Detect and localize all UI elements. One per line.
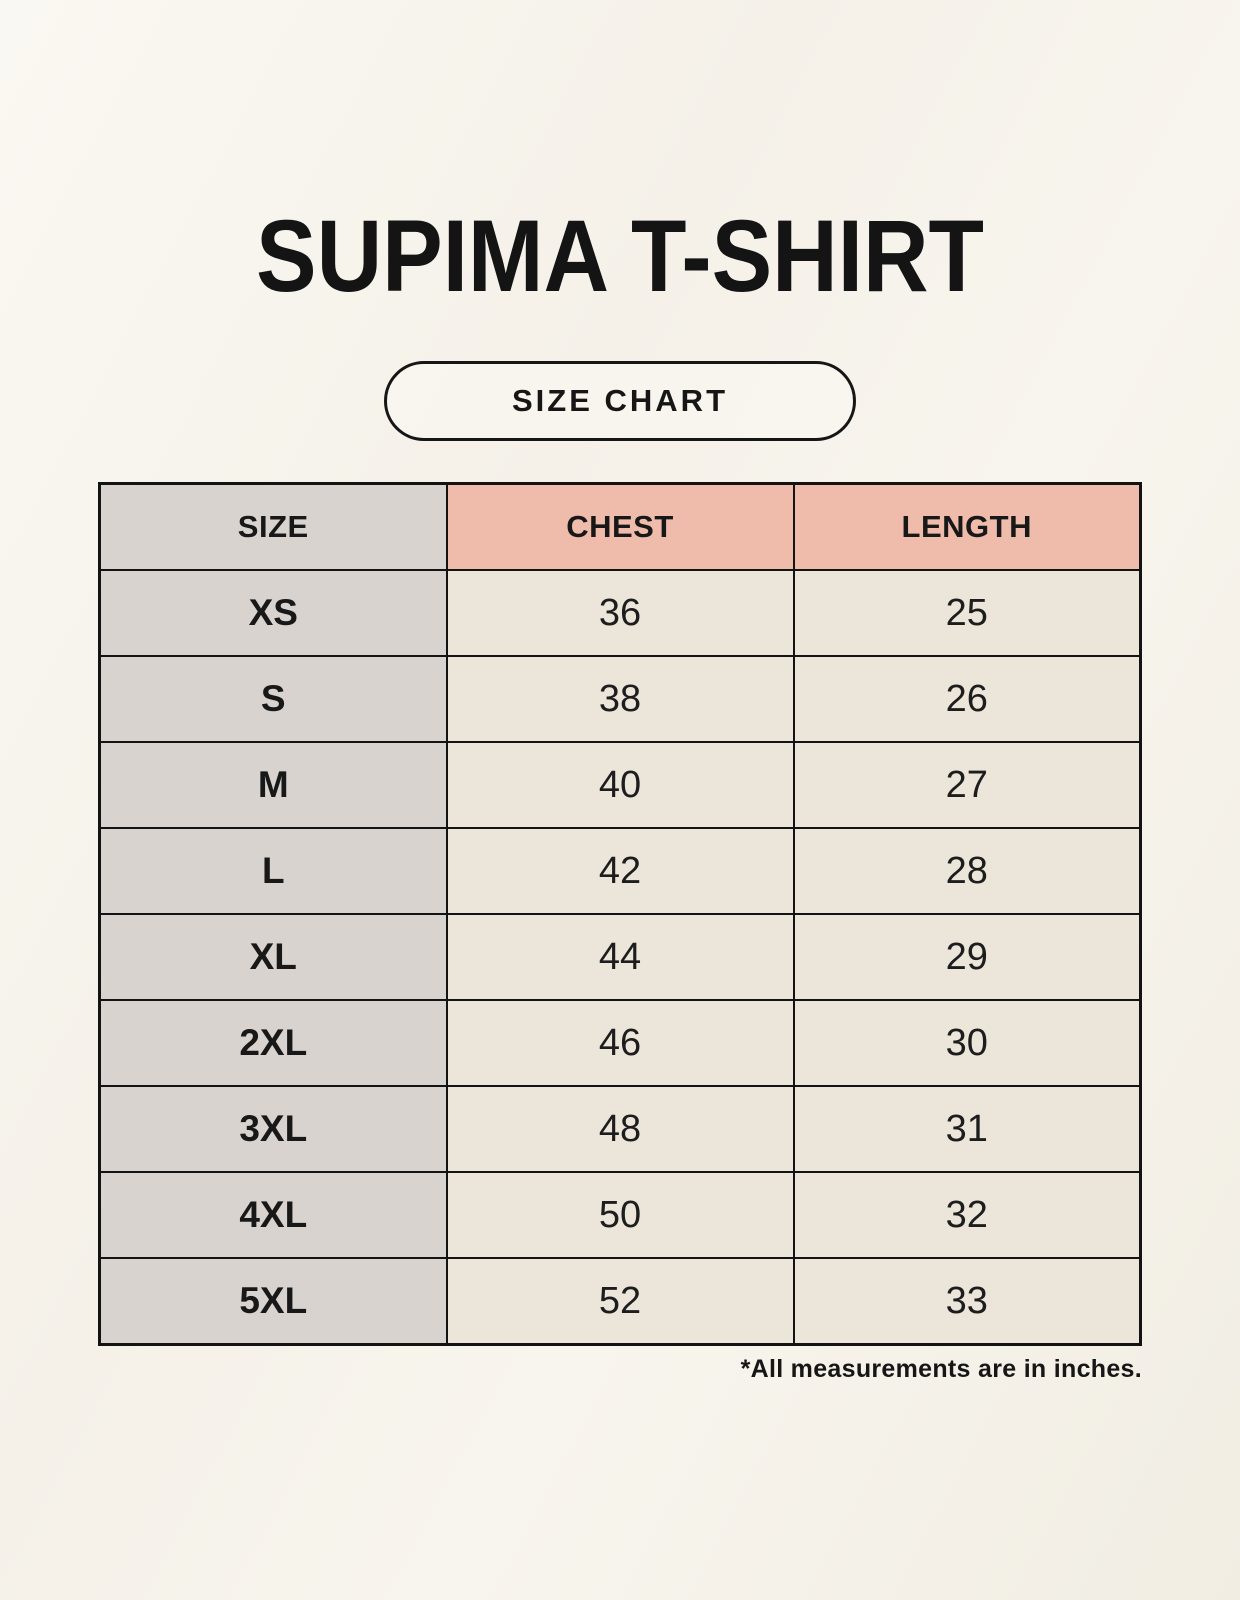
- size-cell: 5XL: [98, 1257, 448, 1346]
- size-cell: 2XL: [98, 999, 448, 1087]
- length-cell: 25: [792, 569, 1142, 657]
- table-row: S 38 26: [98, 655, 1142, 743]
- length-cell: 28: [792, 827, 1142, 915]
- size-table: SIZE CHEST LENGTH XS 36 25 S 38 26 M 40 …: [98, 482, 1142, 1346]
- size-cell: M: [98, 741, 448, 829]
- size-cell: XL: [98, 913, 448, 1001]
- measurements-footnote: *All measurements are in inches.: [740, 1355, 1142, 1383]
- table-row: 5XL 52 33: [98, 1257, 1142, 1346]
- length-cell: 27: [792, 741, 1142, 829]
- size-chart-button-label: SIZE CHART: [512, 383, 728, 418]
- table-row: 3XL 48 31: [98, 1085, 1142, 1173]
- size-cell: XS: [98, 569, 448, 657]
- chest-cell: 42: [445, 827, 795, 915]
- size-cell: 3XL: [98, 1085, 448, 1173]
- table-row: 2XL 46 30: [98, 999, 1142, 1087]
- length-cell: 33: [792, 1257, 1142, 1346]
- size-cell: L: [98, 827, 448, 915]
- length-cell: 32: [792, 1171, 1142, 1259]
- header-row: SIZE CHEST LENGTH: [98, 482, 1142, 571]
- column-header-size: SIZE: [98, 482, 448, 571]
- chest-cell: 44: [445, 913, 795, 1001]
- chest-cell: 36: [445, 569, 795, 657]
- table-row: L 42 28: [98, 827, 1142, 915]
- table-row: 4XL 50 32: [98, 1171, 1142, 1259]
- table-row: XL 44 29: [98, 913, 1142, 1001]
- length-cell: 30: [792, 999, 1142, 1087]
- length-cell: 26: [792, 655, 1142, 743]
- size-chart-button[interactable]: SIZE CHART: [384, 361, 856, 441]
- chest-cell: 52: [445, 1257, 795, 1346]
- column-header-chest: CHEST: [445, 482, 795, 571]
- length-cell: 29: [792, 913, 1142, 1001]
- chest-cell: 48: [445, 1085, 795, 1173]
- chest-cell: 38: [445, 655, 795, 743]
- size-table-header: SIZE CHEST LENGTH: [98, 482, 1142, 571]
- chest-cell: 46: [445, 999, 795, 1087]
- table-row: XS 36 25: [98, 569, 1142, 657]
- column-header-length: LENGTH: [792, 482, 1142, 571]
- chest-cell: 40: [445, 741, 795, 829]
- page-title: SUPIMA T-SHIRT: [256, 199, 984, 313]
- chest-cell: 50: [445, 1171, 795, 1259]
- size-cell: 4XL: [98, 1171, 448, 1259]
- size-table-body: XS 36 25 S 38 26 M 40 27 L 42 28 XL 44: [98, 569, 1142, 1346]
- table-row: M 40 27: [98, 741, 1142, 829]
- length-cell: 31: [792, 1085, 1142, 1173]
- size-cell: S: [98, 655, 448, 743]
